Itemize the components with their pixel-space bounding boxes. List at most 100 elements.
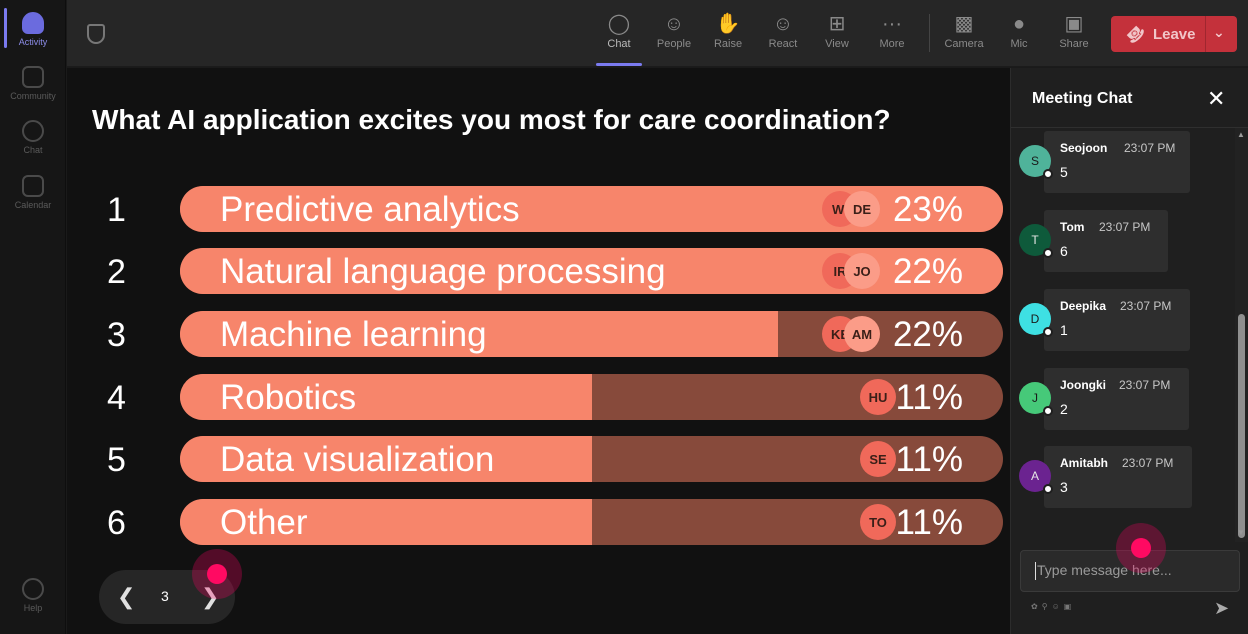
- react-button[interactable]: ☺ React: [756, 10, 810, 60]
- rail-item-help[interactable]: Help: [0, 578, 66, 613]
- option-number: 5: [107, 441, 126, 479]
- poll-stage: What AI application excites you most for…: [67, 68, 1010, 634]
- presence-status-icon: [1043, 327, 1053, 337]
- close-icon[interactable]: ✕: [1207, 86, 1226, 111]
- sender-name: Deepika: [1060, 299, 1107, 313]
- chat-message-input[interactable]: Type message here...: [1020, 550, 1240, 592]
- view-button[interactable]: ⊞ View: [810, 10, 864, 60]
- option-bar: Robotics HU 11%: [180, 374, 1003, 420]
- hand-icon: ✋: [715, 13, 741, 35]
- presence-status-icon: [1043, 406, 1053, 416]
- smiley-icon: ☺: [772, 13, 794, 35]
- share-icon: ▣: [1064, 13, 1084, 35]
- presence-status-icon: [1043, 169, 1053, 179]
- pointer-indicator: [192, 549, 242, 599]
- message-text: 2: [1060, 401, 1068, 417]
- raise-hand-button[interactable]: ✋ Raise: [701, 10, 755, 60]
- chevron-left-icon[interactable]: ❮: [117, 584, 136, 609]
- page-number: 3: [161, 588, 169, 604]
- voter-avatar: SE: [860, 441, 896, 477]
- community-icon: [22, 66, 44, 88]
- view-button-label: View: [825, 38, 849, 50]
- presence-status-icon: [1043, 484, 1053, 494]
- option-number: 2: [107, 253, 126, 291]
- voter-avatar: JO: [844, 253, 880, 289]
- option-label: Machine learning: [220, 315, 487, 354]
- rail-item-label: Activity: [18, 37, 48, 47]
- rail-active-indicator: [4, 8, 7, 48]
- chevron-right-icon[interactable]: ❯: [201, 584, 220, 609]
- sender-name: Amitabh: [1060, 456, 1108, 470]
- presence-status-icon: [1043, 248, 1053, 258]
- chat-scrollbar[interactable]: ▲ ▼: [1235, 128, 1248, 542]
- share-button[interactable]: ▣ Share: [1047, 10, 1101, 60]
- message-timestamp: 23:07 PM: [1119, 378, 1171, 392]
- option-number: 4: [107, 379, 126, 417]
- message-bubble: Deepika 23:07 PM 1: [1044, 289, 1190, 351]
- option-bar-fill: [180, 374, 592, 420]
- rail-item-chat[interactable]: Chat: [0, 120, 66, 155]
- pointer-indicator: [1116, 523, 1166, 573]
- sender-name: Joongki: [1060, 378, 1107, 392]
- mic-button[interactable]: ● Mic: [992, 10, 1046, 60]
- message-bubble: Seojoon 23:07 PM 5: [1044, 131, 1190, 193]
- send-icon[interactable]: ➤: [1214, 598, 1230, 618]
- chat-divider: [1011, 127, 1248, 128]
- chevron-down-icon[interactable]: ⌄: [1213, 24, 1225, 40]
- option-label: Other: [220, 503, 308, 542]
- rail-item-label: Help: [23, 603, 43, 613]
- poll-option-row: 1 Predictive analytics WI DE 23%: [67, 186, 1010, 232]
- people-button-label: People: [656, 38, 692, 50]
- camera-button-label: Camera: [944, 38, 984, 50]
- bell-icon: [22, 12, 44, 34]
- option-label: Robotics: [220, 378, 357, 417]
- calendar-icon: [22, 175, 44, 197]
- mic-icon: ●: [1012, 13, 1026, 35]
- more-button[interactable]: ··· More: [865, 10, 919, 60]
- scroll-up-icon[interactable]: ▲: [1237, 130, 1245, 139]
- option-percent: 22%: [892, 315, 963, 354]
- chat-button-label: Chat: [607, 38, 631, 50]
- camera-button[interactable]: ▩ Camera: [937, 10, 991, 60]
- message-timestamp: 23:07 PM: [1099, 220, 1151, 234]
- rail-item-label: Chat: [23, 145, 43, 155]
- avatar[interactable]: A: [1019, 460, 1051, 492]
- raise-button-label: Raise: [713, 38, 743, 50]
- option-bar: Predictive analytics WI DE 23%: [180, 186, 1003, 232]
- option-number: 1: [107, 191, 126, 229]
- message-text: 5: [1060, 164, 1068, 180]
- leave-divider: [1205, 16, 1206, 52]
- poll-option-row: 2 Natural language processing IR JO 22%: [67, 248, 1010, 294]
- compose-tools[interactable]: ✿⚲☺▣: [1031, 602, 1076, 611]
- sender-name: Seojoon: [1060, 141, 1108, 155]
- scroll-down-icon[interactable]: ▼: [1237, 528, 1245, 537]
- option-bar: Other TO 11%: [180, 499, 1003, 545]
- people-button[interactable]: ☺ People: [647, 10, 701, 60]
- option-percent: 11%: [895, 378, 963, 417]
- option-bar-fill: [180, 436, 592, 482]
- leave-button[interactable]: ☎ Leave ⌄: [1111, 16, 1237, 52]
- voter-avatar: AM: [844, 316, 880, 352]
- react-button-label: React: [768, 38, 798, 50]
- chat-icon: ◯: [607, 13, 631, 35]
- scrollbar-thumb[interactable]: [1238, 314, 1245, 538]
- message-bubble: Tom 23:07 PM 6: [1044, 210, 1168, 272]
- leave-button-label: Leave: [1152, 25, 1196, 43]
- option-number: 3: [107, 316, 126, 354]
- rail-item-calendar[interactable]: Calendar: [0, 175, 66, 210]
- option-label: Natural language processing: [220, 252, 666, 291]
- rail-item-community[interactable]: Community: [0, 66, 66, 101]
- poll-option-row: 5 Data visualization SE 11%: [67, 436, 1010, 482]
- message-text: 6: [1060, 243, 1068, 259]
- option-bar-fill: [180, 311, 778, 357]
- poll-option-row: 6 Other TO 11%: [67, 499, 1010, 545]
- rail-item-activity[interactable]: Activity: [0, 12, 66, 47]
- rail-item-label: Calendar: [14, 200, 52, 210]
- app-rail: Activity Community Chat Calendar Help: [0, 0, 66, 634]
- meeting-chat-panel: Meeting Chat ✕ Seojoon 23:07 PM 5 S Tom 23:07…: [1010, 68, 1248, 634]
- option-bar: Machine learning KE AM 22%: [180, 311, 1003, 357]
- message-timestamp: 23:07 PM: [1124, 141, 1176, 155]
- voter-avatar: HU: [860, 379, 896, 415]
- chat-button[interactable]: ◯ Chat: [592, 10, 646, 66]
- camera-off-icon: ▩: [954, 13, 974, 35]
